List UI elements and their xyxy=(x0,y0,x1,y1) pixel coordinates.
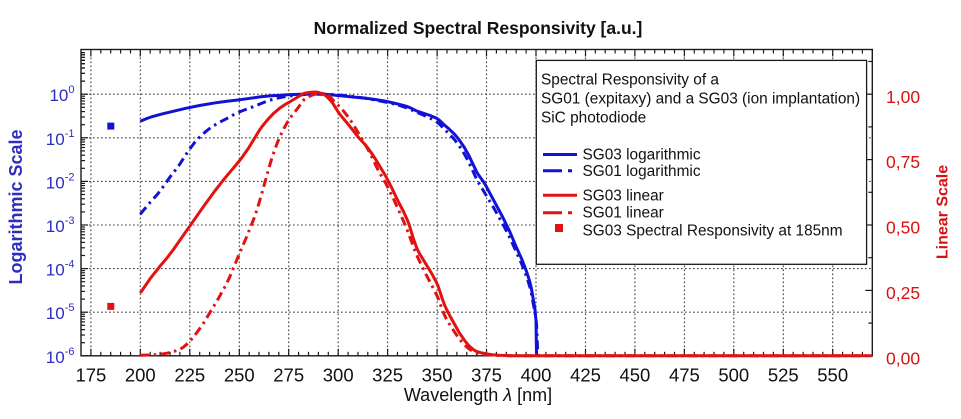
svg-text:550: 550 xyxy=(817,365,848,386)
svg-text:425: 425 xyxy=(570,365,601,386)
svg-text:SG01 logarithmic: SG01 logarithmic xyxy=(583,163,701,180)
svg-text:0,00: 0,00 xyxy=(886,348,920,368)
svg-text:225: 225 xyxy=(174,365,205,386)
svg-text:Normalized Spectral Responsivi: Normalized Spectral Responsivity [a.u.] xyxy=(314,18,643,38)
svg-text:500: 500 xyxy=(718,365,749,386)
svg-text:525: 525 xyxy=(768,365,799,386)
svg-text:475: 475 xyxy=(669,365,700,386)
svg-text:SG01 (expitaxy) and a SG03 (io: SG01 (expitaxy) and a SG03 (ion implanta… xyxy=(541,91,860,108)
svg-text:275: 275 xyxy=(273,365,304,386)
svg-text:250: 250 xyxy=(224,365,255,386)
svg-text:100: 100 xyxy=(49,84,74,105)
svg-text:SG01 linear: SG01 linear xyxy=(583,205,664,222)
svg-text:Spectral Responsivity of a: Spectral Responsivity of a xyxy=(541,72,719,89)
svg-text:1,00: 1,00 xyxy=(886,87,920,107)
svg-text:300: 300 xyxy=(323,365,354,386)
svg-text:SiC photodiode: SiC photodiode xyxy=(541,110,646,127)
svg-text:SG03 Spectral Responsivity at: SG03 Spectral Responsivity at 185nm xyxy=(583,223,843,240)
svg-text:0,75: 0,75 xyxy=(886,152,920,172)
svg-text:0,25: 0,25 xyxy=(886,283,920,303)
svg-text:0,50: 0,50 xyxy=(886,218,920,238)
svg-text:200: 200 xyxy=(125,365,156,386)
svg-text:175: 175 xyxy=(75,365,106,386)
svg-text:375: 375 xyxy=(471,365,502,386)
svg-text:450: 450 xyxy=(619,365,650,386)
svg-text:350: 350 xyxy=(422,365,453,386)
svg-text:SG03 logarithmic: SG03 logarithmic xyxy=(583,147,701,164)
svg-text:Linear Scale: Linear Scale xyxy=(935,165,952,259)
svg-text:325: 325 xyxy=(372,365,403,386)
svg-text:Logarithmic Scale: Logarithmic Scale xyxy=(6,129,26,284)
svg-text:SG03 linear: SG03 linear xyxy=(583,187,664,204)
svg-text:Wavelength λ [nm]: Wavelength λ [nm] xyxy=(404,385,552,405)
svg-text:400: 400 xyxy=(521,365,552,386)
